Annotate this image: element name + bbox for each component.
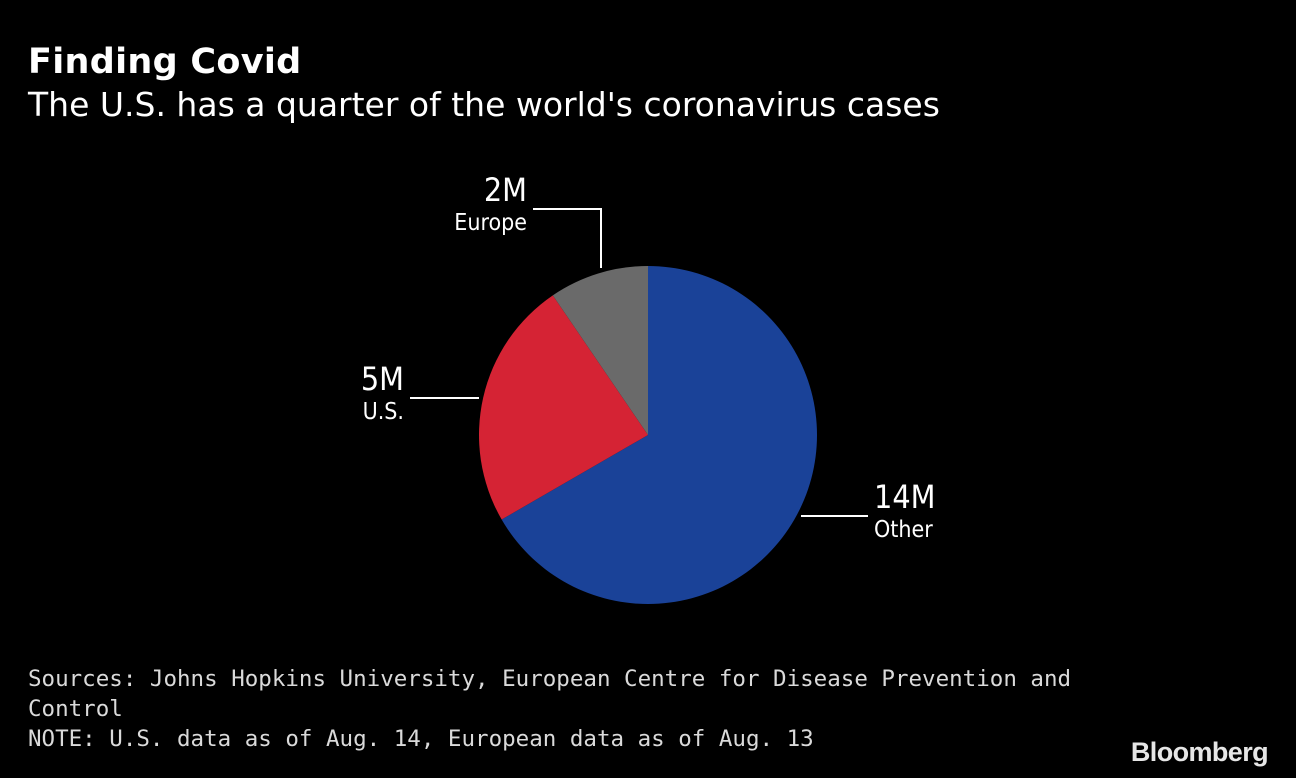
bloomberg-logo: Bloomberg [1130,737,1269,767]
pie-slice-europe [552,266,648,435]
slice-name-other: Other [874,517,933,543]
slice-name-europe: Europe [454,210,527,236]
pie-slice-other [501,266,817,605]
slice-value-u-s: 5M [361,360,404,398]
note-line: NOTE: U.S. data as of Aug. 14, European … [28,726,814,752]
leader-line-europe [533,208,602,268]
slice-name-u-s: U.S. [363,399,404,425]
slice-value-europe: 2M [484,171,527,209]
pie-slices [479,266,817,605]
source-line-2: Control [28,696,123,722]
slice-value-other: 14M [874,478,935,516]
chart-title: Finding Covid [28,42,302,82]
source-line-1: Sources: Johns Hopkins University, Europ… [28,666,1072,692]
chart-footer: Sources: Johns Hopkins University, Europ… [28,664,1072,754]
leader-lines [410,208,868,517]
pie-slice-u-s [479,295,648,520]
chart-subtitle: The U.S. has a quarter of the world's co… [28,85,940,124]
